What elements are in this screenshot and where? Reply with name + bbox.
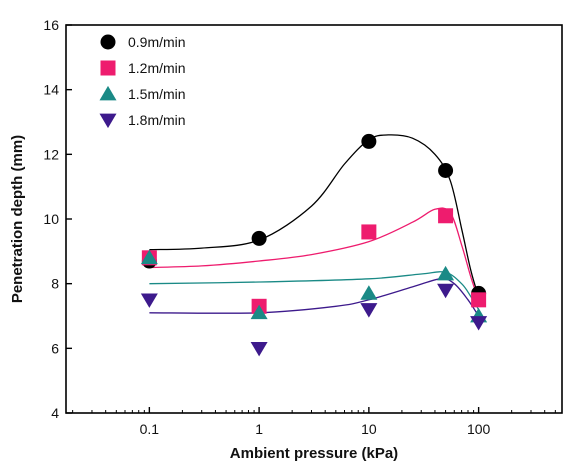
x-axis-title: Ambient pressure (kPa) bbox=[230, 445, 398, 462]
legend-label: 0.9m/min bbox=[128, 34, 186, 50]
data-point bbox=[140, 293, 158, 308]
x-tick-label: 0.1 bbox=[140, 421, 160, 437]
data-point bbox=[360, 303, 378, 318]
y-tick-label: 8 bbox=[51, 276, 59, 292]
y-axis-title: Penetration depth (mm) bbox=[9, 135, 26, 303]
y-tick-label: 6 bbox=[51, 340, 59, 356]
legend: 0.9m/min 1.2m/min 1.5m/min 1.8m/min bbox=[99, 34, 186, 129]
data-point bbox=[438, 163, 454, 178]
y-tick-label: 12 bbox=[43, 146, 59, 162]
plot-frame bbox=[65, 24, 563, 414]
x-tick-label: 1 bbox=[255, 421, 263, 437]
fit-curves bbox=[149, 134, 480, 317]
data-markers bbox=[140, 133, 488, 357]
y-tick-label: 4 bbox=[51, 405, 59, 421]
y-axis-ticks: 4 6 8 10 12 14 16 bbox=[43, 17, 72, 421]
data-point bbox=[250, 304, 268, 320]
y-tick-label: 14 bbox=[43, 82, 59, 98]
legend-marker bbox=[100, 60, 116, 76]
x-tick-label: 100 bbox=[467, 421, 491, 437]
data-point bbox=[470, 316, 488, 331]
y-tick-label: 16 bbox=[43, 17, 59, 33]
legend-label: 1.2m/min bbox=[128, 60, 186, 76]
fit-line bbox=[149, 271, 480, 310]
x-tick-label: 10 bbox=[361, 421, 377, 437]
fit-line bbox=[149, 134, 480, 297]
x-axis-ticks: 0.1 1 10 100 bbox=[72, 407, 556, 437]
legend-label: 1.8m/min bbox=[128, 112, 186, 128]
legend-marker bbox=[100, 34, 116, 50]
data-point bbox=[438, 208, 454, 224]
fit-line bbox=[149, 207, 480, 301]
y-tick-label: 10 bbox=[43, 211, 59, 227]
data-point bbox=[437, 283, 455, 299]
data-point bbox=[361, 224, 377, 240]
data-point bbox=[140, 249, 158, 265]
data-point bbox=[437, 265, 455, 281]
data-point bbox=[471, 292, 487, 308]
data-point bbox=[251, 230, 267, 246]
data-point bbox=[250, 341, 268, 357]
legend-marker bbox=[99, 113, 117, 129]
legend-marker bbox=[99, 85, 117, 101]
data-point bbox=[361, 133, 377, 149]
fit-line bbox=[149, 278, 480, 317]
data-point bbox=[360, 285, 378, 300]
legend-label: 1.5m/min bbox=[128, 86, 186, 102]
